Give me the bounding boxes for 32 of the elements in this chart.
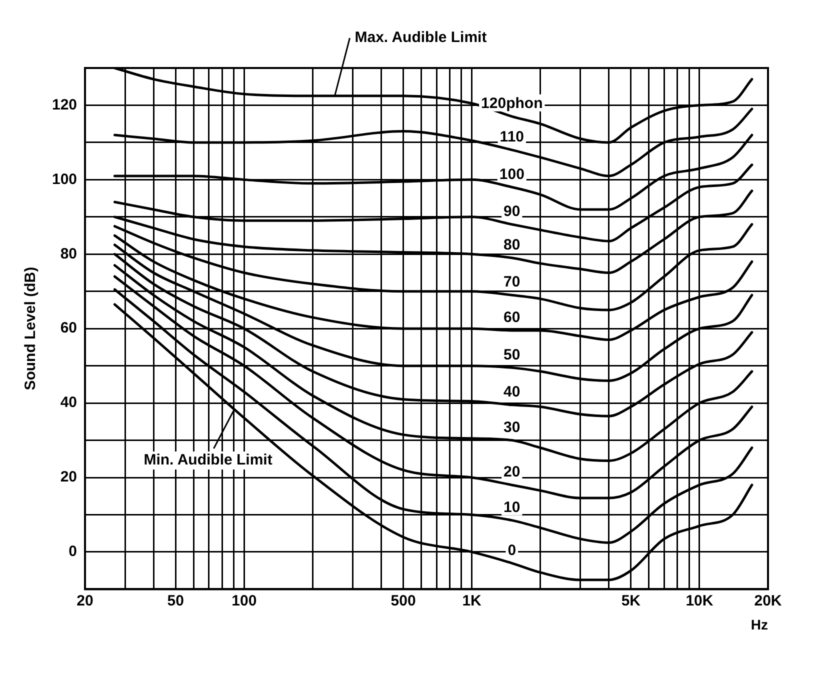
y-tick-label: 120 (52, 96, 78, 114)
x-tick-label: 500 (390, 592, 416, 610)
series-label: 10 (504, 498, 520, 516)
x-tick-label: 20K (754, 592, 782, 610)
y-tick-label: 20 (60, 468, 78, 486)
y-tick-label: 60 (60, 320, 78, 337)
series-label: 70 (504, 274, 520, 291)
y-tick-label: 40 (60, 394, 78, 412)
y-axis-title: Sound Level (dB) (22, 266, 40, 390)
x-tick-label: 5K (621, 592, 641, 610)
series-label: 90 (504, 203, 520, 220)
x-tick-label: 100 (232, 592, 257, 610)
x-axis-title: Hz (750, 616, 768, 632)
series-label: 110 (500, 128, 524, 146)
series-label: 40 (504, 384, 520, 401)
series-label: 50 (504, 346, 520, 364)
series-label: 100 (499, 166, 524, 183)
series-label: 0 (508, 542, 516, 559)
annotation: Max. Audible Limit (354, 29, 487, 46)
y-tick-label: 0 (68, 543, 78, 560)
y-tick-label: 80 (60, 245, 78, 262)
annotation: Min. Audible Limit (144, 452, 272, 469)
x-tick-label: 50 (167, 592, 184, 610)
x-tick-label: 1K (462, 592, 482, 610)
x-tick-label: 10K (686, 592, 714, 610)
series-label: 20 (504, 464, 520, 481)
series-label: 60 (504, 309, 520, 326)
series-label: 30 (504, 418, 520, 436)
series-label: 80 (504, 236, 520, 254)
y-tick-label: 100 (52, 170, 78, 188)
x-tick-label: 20 (76, 592, 94, 610)
series-label: 120phon (481, 95, 543, 112)
